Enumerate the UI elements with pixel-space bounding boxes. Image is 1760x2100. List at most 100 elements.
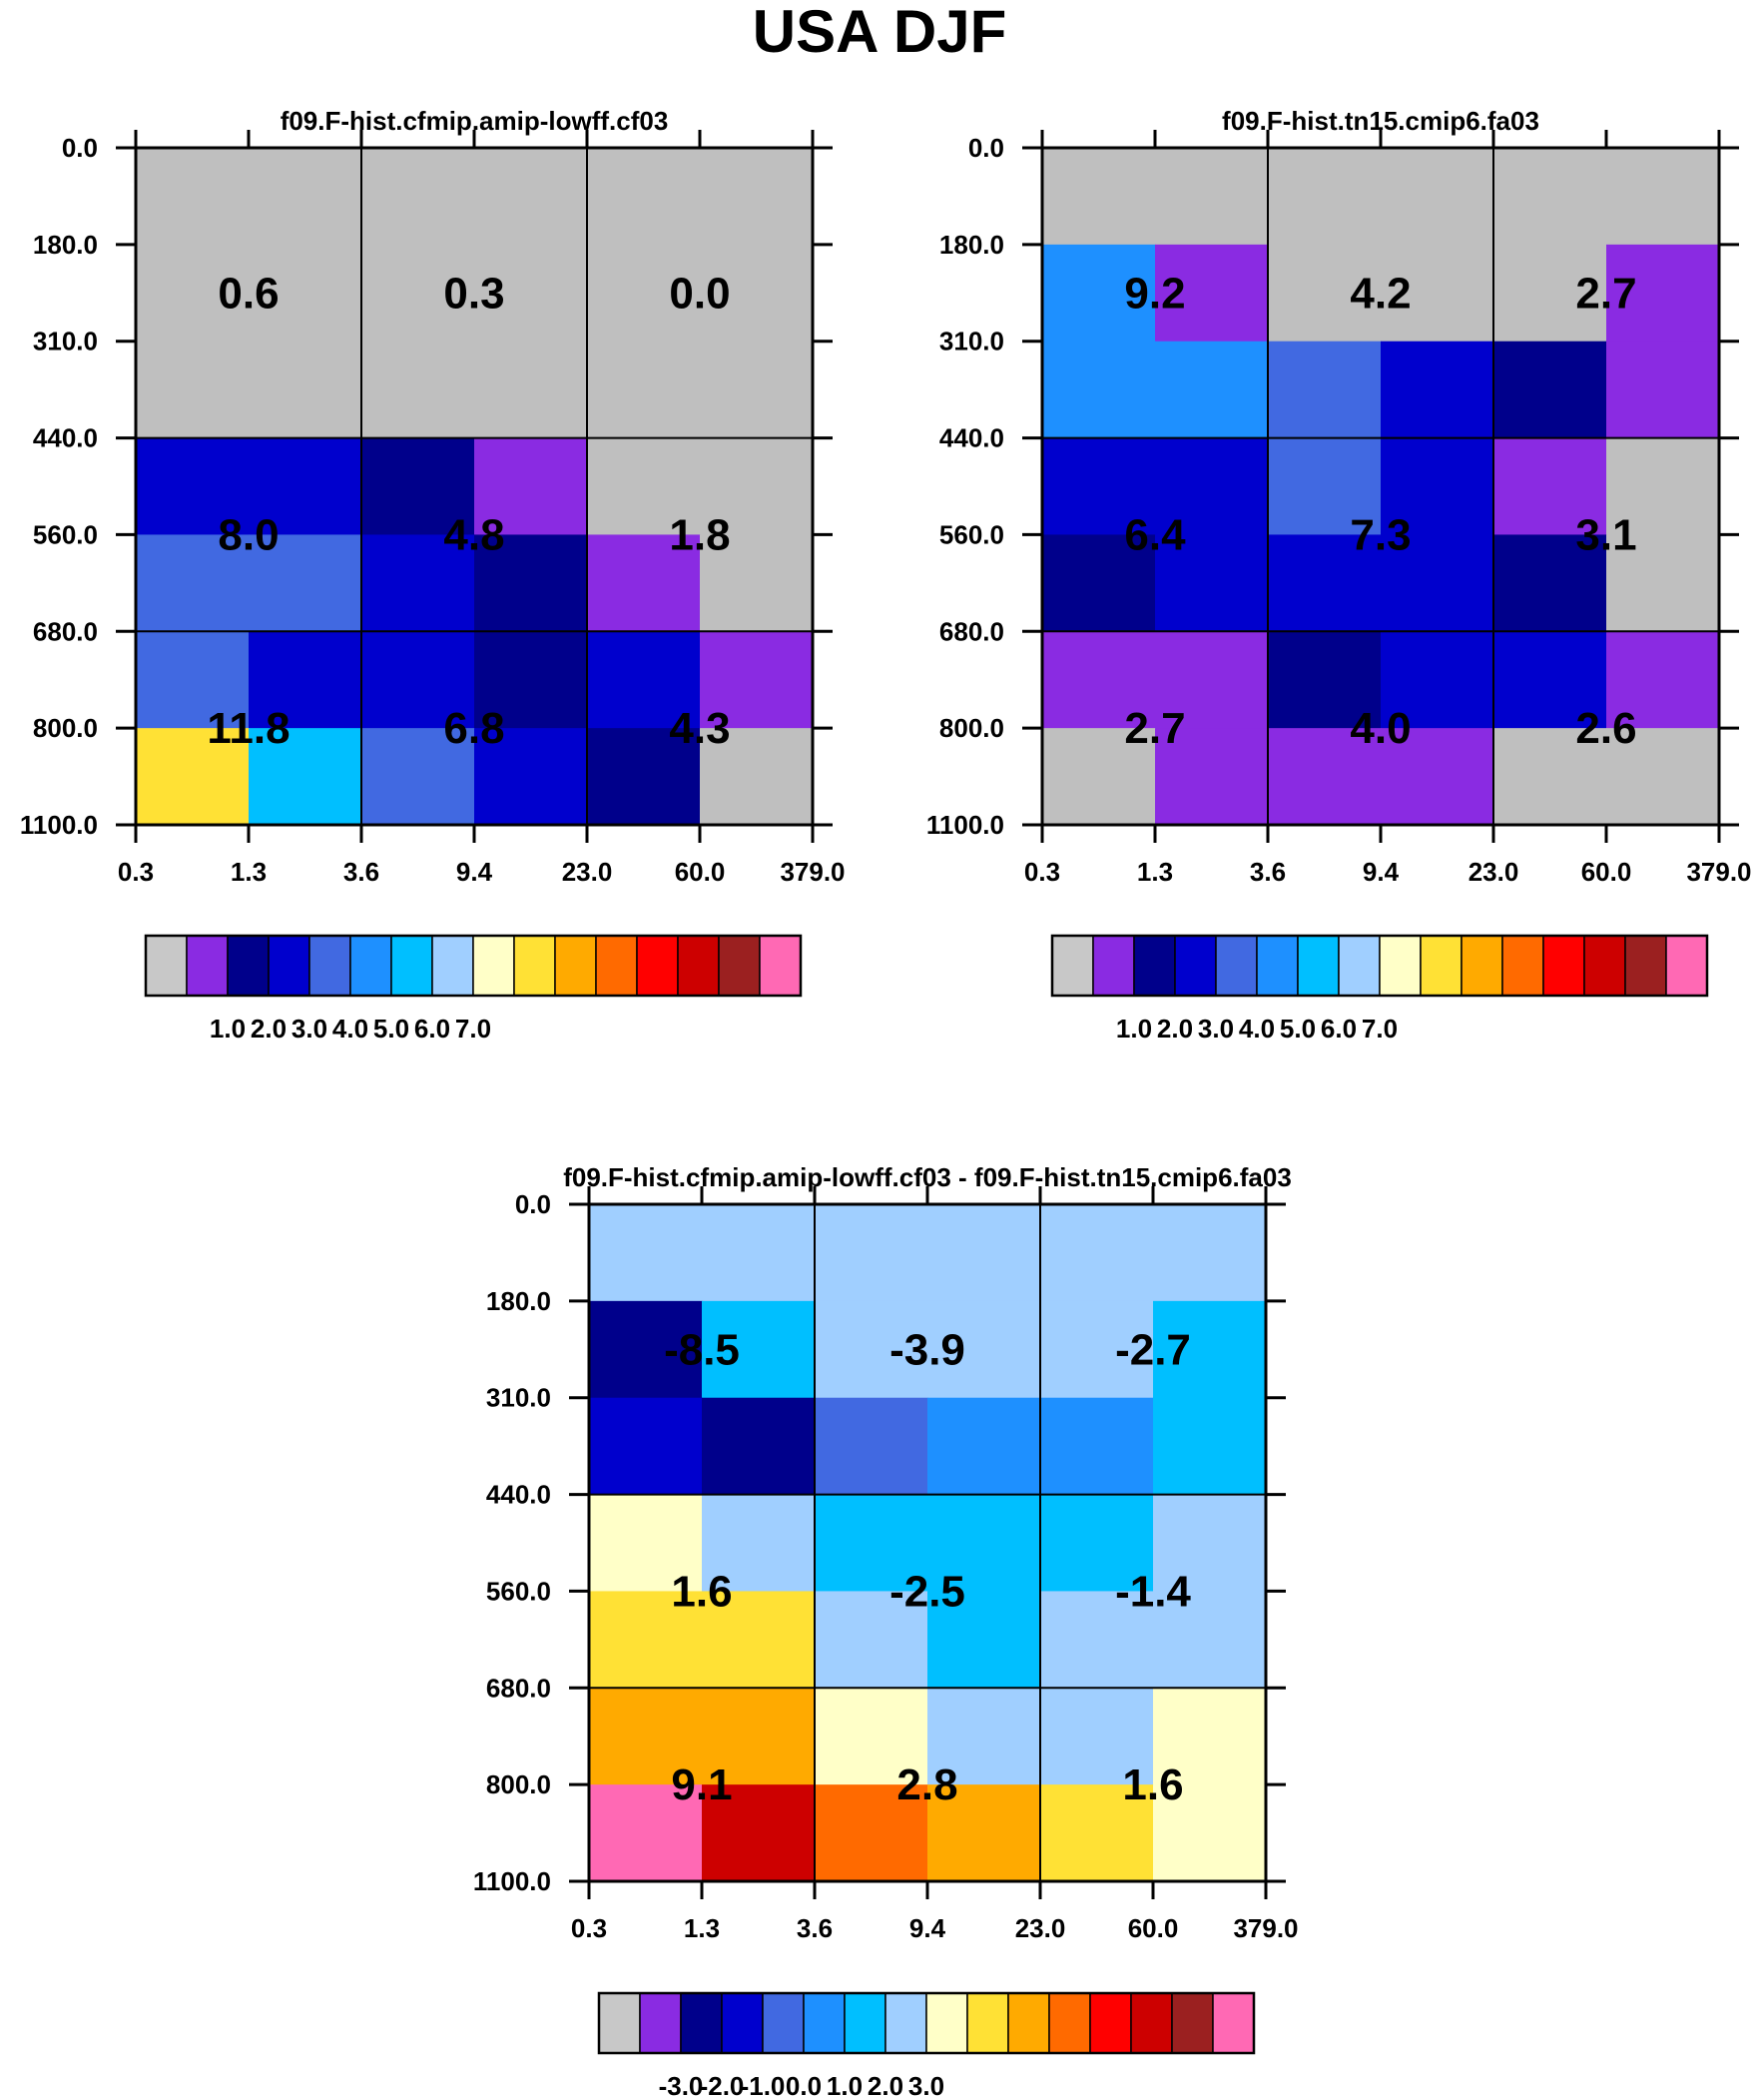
- colorbar-segment: [268, 935, 310, 997]
- heatmap-cell: [1040, 1591, 1154, 1689]
- heatmap-cell: [1493, 341, 1607, 439]
- cell-value-label: -2.5: [889, 1567, 965, 1616]
- colorbar-frame: [597, 1991, 1256, 2055]
- heatmap-cell: [815, 1204, 928, 1302]
- colorbar-label: 6.0: [1321, 1014, 1357, 1044]
- x-tick-label: 379.0: [780, 857, 845, 887]
- colorbar-label: 2.0: [868, 2071, 903, 2100]
- heatmap-cell: [474, 437, 588, 536]
- heatmap-cell: [1493, 437, 1607, 536]
- y-tick-label: 310.0: [486, 1383, 551, 1413]
- heatmap-cell: [1381, 341, 1494, 439]
- heatmap-cell: [249, 631, 362, 729]
- heatmap-cell: [1040, 1688, 1154, 1785]
- panel-3: f09.F-hist.cfmip.amip-lowff.cf03 - f09.F…: [473, 1162, 1299, 2100]
- heatmap-cell: [702, 1397, 816, 1496]
- colorbar-segment: [1379, 935, 1422, 997]
- heatmap-cell: [700, 631, 814, 729]
- heatmap-cell: [1268, 244, 1382, 343]
- heatmap-cell: [589, 1591, 703, 1689]
- cell-value-label: 3.1: [1575, 510, 1636, 559]
- heatmap-cell: [1153, 1494, 1267, 1593]
- heatmap-cell: [927, 1784, 1041, 1882]
- heatmap-cell: [589, 1204, 703, 1302]
- colorbar-segment: [186, 935, 229, 997]
- cell-value-label: 9.1: [671, 1760, 732, 1809]
- colorbar-segment: [1051, 935, 1094, 997]
- colorbar-label: 3.0: [1198, 1014, 1234, 1044]
- heatmap-cell: [474, 341, 588, 439]
- heatmap-cell: [1155, 341, 1269, 439]
- y-tick-label: 180.0: [939, 230, 1004, 260]
- colorbar-segment: [1048, 1992, 1091, 2054]
- colorbar-segment: [554, 935, 597, 997]
- x-tick-label: 0.3: [118, 857, 154, 887]
- x-tick-label: 60.0: [675, 857, 726, 887]
- y-tick-label: 0.0: [968, 133, 1004, 163]
- x-tick-label: 1.3: [684, 1913, 720, 1943]
- heatmap-cell: [815, 1688, 928, 1785]
- y-tick-label: 180.0: [486, 1286, 551, 1316]
- heatmap-cells: [589, 1204, 1267, 1882]
- heatmap-cell: [1268, 437, 1382, 536]
- heatmap-cell: [1155, 148, 1269, 246]
- heatmap-cell: [589, 1300, 703, 1399]
- colorbar-segment: [431, 935, 474, 997]
- y-tick-label: 800.0: [939, 713, 1004, 743]
- heatmap-cell: [589, 1688, 703, 1785]
- y-tick-label: 680.0: [486, 1673, 551, 1703]
- cell-value-label: -2.7: [1115, 1325, 1191, 1374]
- colorbar-segment: [1297, 935, 1340, 997]
- heatmap-cell: [1040, 1300, 1154, 1399]
- heatmap-cell: [361, 534, 475, 632]
- heatmap-cell: [361, 244, 475, 343]
- panel-2: f09.F-hist.tn15.cmip6.fa030.0180.0310.04…: [926, 106, 1752, 1044]
- heatmap-cell: [474, 728, 588, 826]
- x-tick-label: 3.6: [343, 857, 379, 887]
- colorbar-segment: [718, 935, 761, 997]
- x-tick-label: 379.0: [1686, 857, 1751, 887]
- heatmap-cell: [587, 631, 701, 729]
- heatmap-cell: [927, 1397, 1041, 1496]
- heatmap-cell: [249, 728, 362, 826]
- panels: f09.F-hist.cfmip.amip-lowff.cf030.0180.0…: [20, 106, 1752, 2100]
- y-tick-label: 310.0: [33, 327, 98, 356]
- heatmap-cell: [136, 631, 250, 729]
- colorbar-segment: [1089, 1992, 1132, 2054]
- x-tick-label: 9.4: [909, 1913, 946, 1943]
- heatmap-cell: [1268, 534, 1382, 632]
- colorbar-segment: [1092, 935, 1135, 997]
- y-tick-label: 560.0: [486, 1576, 551, 1606]
- heatmap-cell: [1606, 728, 1720, 826]
- x-tick-label: 0.3: [571, 1913, 607, 1943]
- heatmap-cell: [136, 148, 250, 246]
- colorbar-segment: [1338, 935, 1381, 997]
- colorbar-label: 1.0: [1116, 1014, 1152, 1044]
- colorbar-label: 0.0: [786, 2071, 822, 2100]
- colorbar-label: 4.0: [332, 1014, 368, 1044]
- heatmap-cell: [1042, 244, 1156, 343]
- heatmap-cell: [700, 437, 814, 536]
- colorbar-segment: [1007, 1992, 1050, 2054]
- heatmap-cell: [361, 148, 475, 246]
- cell-value-label: 8.0: [218, 510, 279, 559]
- y-tick-label: 310.0: [939, 327, 1004, 356]
- colorbar-segment: [677, 935, 720, 997]
- y-tick-label: 800.0: [33, 713, 98, 743]
- heatmap-cell: [702, 1494, 816, 1593]
- cell-value-label: 4.8: [443, 510, 504, 559]
- colorbar-segment: [513, 935, 556, 997]
- cell-value-label: 7.3: [1350, 510, 1411, 559]
- colorbar-segment: [759, 935, 802, 997]
- heatmap-cell: [1155, 244, 1269, 343]
- colorbar-segment: [884, 1992, 927, 2054]
- colorbar-segment: [1542, 935, 1585, 997]
- heatmap-cell: [1381, 244, 1494, 343]
- x-tick-label: 9.4: [456, 857, 493, 887]
- colorbar-segment: [925, 1992, 968, 2054]
- heatmap-cell: [700, 148, 814, 246]
- cell-value-label: 6.4: [1124, 510, 1186, 559]
- colorbar-label: 6.0: [414, 1014, 450, 1044]
- heatmap-cell: [136, 728, 250, 826]
- heatmap-cell: [1381, 534, 1494, 632]
